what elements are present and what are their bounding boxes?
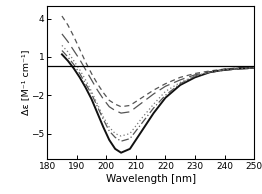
X-axis label: Wavelength [nm]: Wavelength [nm] [106, 174, 196, 184]
Y-axis label: Δε [M⁻¹ cm⁻¹]: Δε [M⁻¹ cm⁻¹] [21, 50, 30, 115]
